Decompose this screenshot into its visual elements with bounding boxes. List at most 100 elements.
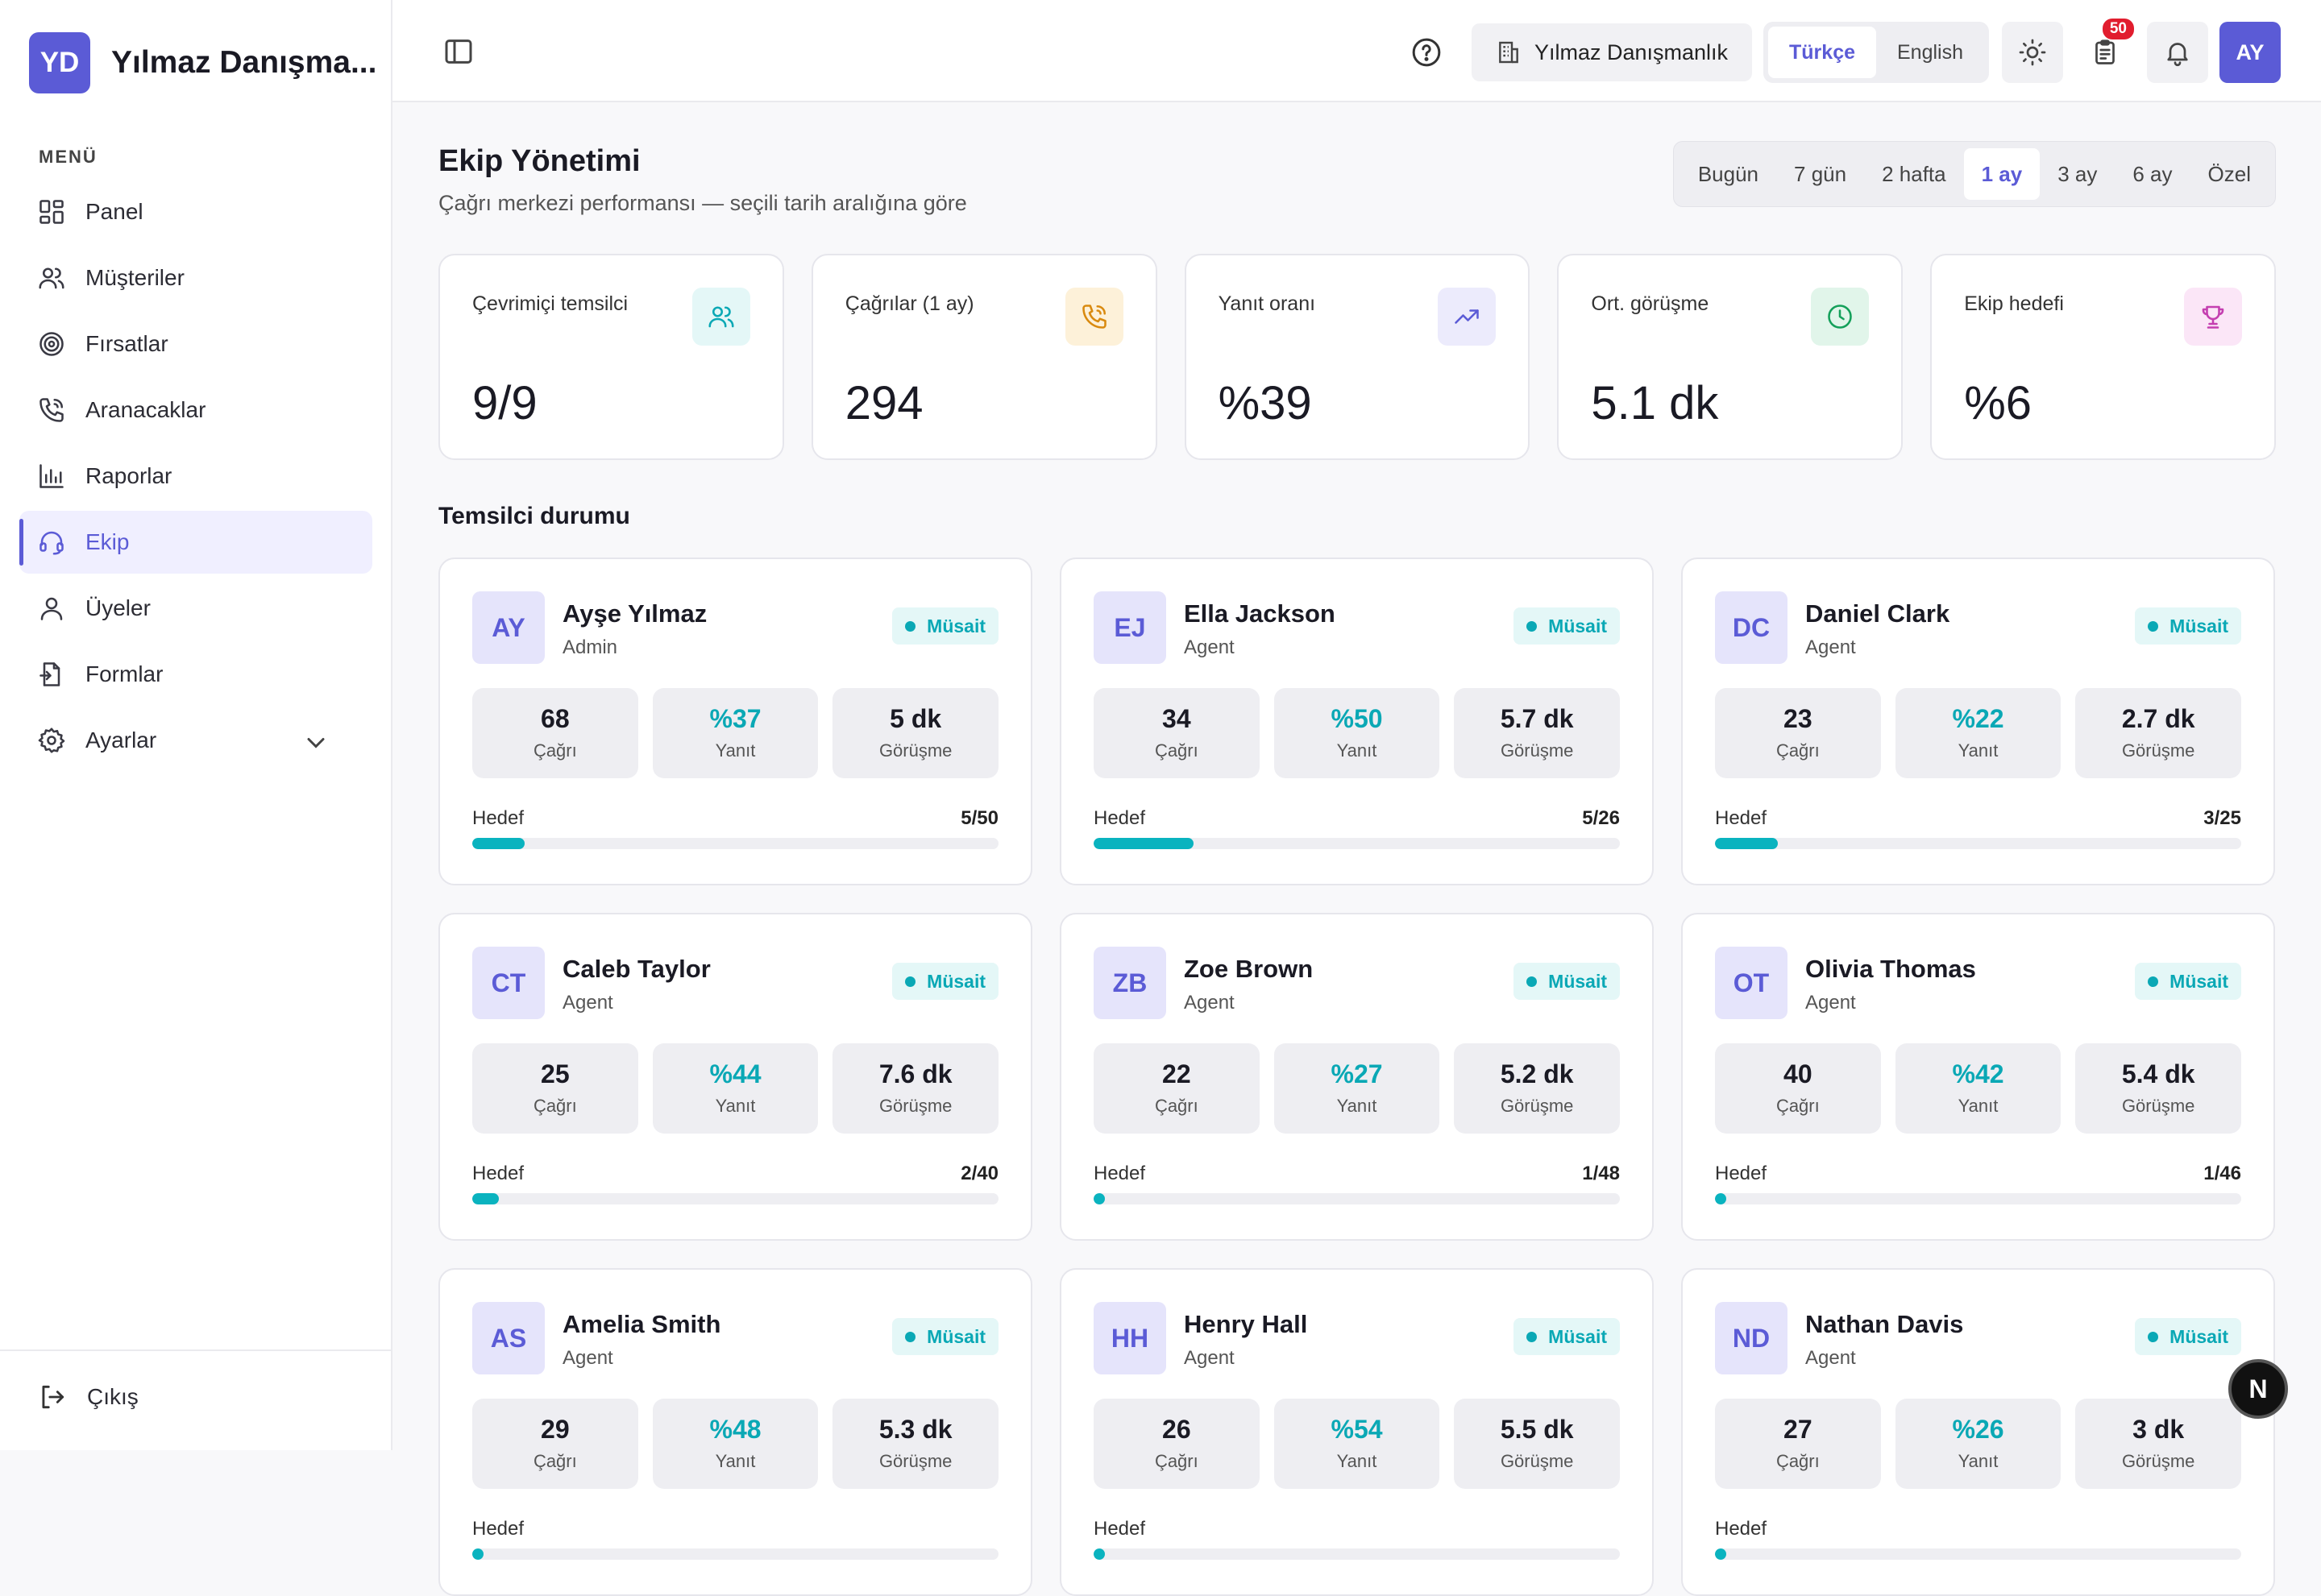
user-avatar[interactable]: AY — [2219, 22, 2281, 83]
sidebar-item-formlar[interactable]: Formlar — [19, 643, 372, 706]
agent-name: Amelia Smith — [563, 1310, 721, 1338]
metric-value: %26 — [1952, 1415, 2004, 1444]
clock-icon — [1828, 305, 1852, 329]
chevron-down-icon[interactable] — [301, 728, 330, 757]
tasks-button[interactable]: 50 — [2074, 19, 2136, 83]
metric-value: %48 — [709, 1415, 762, 1444]
agent-role: Agent — [1805, 1347, 1856, 1369]
goal-label: Hedef — [1094, 807, 1146, 829]
metric-value: 26 — [1162, 1415, 1191, 1444]
agent-grid: AY Ayşe Yılmaz Admin Müsait 68 Çağrı %37 Y… — [438, 558, 2276, 1596]
metric-value: %50 — [1331, 704, 1383, 733]
metric-value: 7.6 dk — [878, 1059, 953, 1088]
agent-card[interactable]: OT Olivia Thomas Agent Müsait 40 Çağrı %4… — [1681, 913, 2275, 1241]
status-dot-icon — [2148, 976, 2159, 987]
range-option[interactable]: 6 ay — [2132, 161, 2173, 186]
sidebar-item-fırsatlar[interactable]: Fırsatlar — [19, 313, 372, 375]
language-option[interactable]: English — [1897, 40, 1963, 64]
goal-value: 2/40 — [961, 1163, 999, 1184]
range-option[interactable]: Özel — [2207, 161, 2251, 186]
notifications-button[interactable] — [2147, 22, 2208, 83]
goal-progress-bar — [472, 1548, 999, 1560]
sidebar-item-aranacaklar[interactable]: Aranacaklar — [19, 379, 372, 441]
agent-card[interactable]: EJ Ella Jackson Agent Müsait 34 Çağrı %50… — [1060, 558, 1654, 885]
organization-button[interactable]: Yılmaz Danışmanlık — [1471, 23, 1753, 81]
metric-value: 40 — [1783, 1059, 1812, 1088]
brand[interactable]: YD Yılmaz Danışma... — [29, 32, 376, 93]
agent-metrics: 29 Çağrı %48 Yanıt 5.3 dk Görüşme — [472, 1399, 999, 1489]
sidebar-item-ekip[interactable]: Ekip — [19, 511, 372, 574]
sidebar-item-panel[interactable]: Panel — [19, 180, 372, 243]
sidebar-item-label: Panel — [85, 199, 143, 224]
goal-progress-bar — [472, 838, 999, 849]
metric-calls: 26 Çağrı — [1094, 1399, 1260, 1489]
agent-role: Agent — [1184, 1347, 1235, 1369]
agent-name: Nathan Davis — [1805, 1310, 1964, 1338]
goal-label: Hedef — [472, 1163, 525, 1184]
metric-answer: %44 Yanıt — [652, 1043, 819, 1134]
agent-metrics: 68 Çağrı %37 Yanıt 5 dk Görüşme — [472, 688, 999, 778]
agent-card[interactable]: AY Ayşe Yılmaz Admin Müsait 68 Çağrı %37 Y… — [438, 558, 1032, 885]
metric-value: 22 — [1162, 1059, 1191, 1088]
organization-name: Yılmaz Danışmanlık — [1534, 39, 1729, 64]
agent-card[interactable]: HH Henry Hall Agent Müsait 26 Çağrı %54 Ya… — [1060, 1268, 1654, 1596]
goal-progress-fill — [1094, 1548, 1105, 1560]
goal-progress-bar — [1715, 1548, 2241, 1560]
stat-label: Ekip hedefi — [1964, 292, 2064, 315]
floating-action-button[interactable]: N — [2228, 1359, 2288, 1419]
sidebar-item-ayarlar[interactable]: Ayarlar — [19, 709, 372, 772]
metric-value: 23 — [1783, 704, 1812, 733]
clipboard-icon — [2095, 39, 2115, 64]
range-option[interactable]: 1 ay — [1963, 148, 2041, 200]
agent-avatar: DC — [1715, 591, 1787, 664]
goal-value: 1/46 — [2203, 1163, 2241, 1184]
goal-progress-bar — [472, 1193, 999, 1204]
range-option[interactable]: Bugün — [1697, 161, 1759, 186]
help-icon[interactable] — [1410, 36, 1443, 68]
metric-talk: 5.3 dk Görüşme — [832, 1399, 999, 1489]
metric-label: Çağrı — [1775, 1451, 1820, 1471]
metric-value: 25 — [541, 1059, 570, 1088]
metric-value: 34 — [1162, 704, 1191, 733]
logout-button[interactable]: Çıkış — [37, 1382, 139, 1412]
metric-label: Yanıt — [1336, 1096, 1377, 1116]
metric-talk: 5.4 dk Görüşme — [2075, 1043, 2242, 1134]
metric-value: %22 — [1952, 704, 2004, 733]
agent-card[interactable]: CT Caleb Taylor Agent Müsait 25 Çağrı %44… — [438, 913, 1032, 1241]
language-option[interactable]: Türkçe — [1768, 27, 1876, 78]
stat-icon-box — [2183, 288, 2242, 346]
metric-label: Yanıt — [715, 740, 756, 761]
agent-card[interactable]: ND Nathan Davis Agent Müsait 27 Çağrı %26… — [1681, 1268, 2275, 1596]
range-option[interactable]: 2 hafta — [1882, 161, 1946, 186]
theme-toggle-button[interactable] — [2002, 22, 2063, 83]
sidebar-item-üyeler[interactable]: Üyeler — [19, 577, 372, 640]
range-option[interactable]: 7 gün — [1794, 161, 1847, 186]
stat-value: %6 — [1964, 377, 2032, 429]
agent-role: Agent — [563, 1347, 613, 1369]
metric-calls: 22 Çağrı — [1094, 1043, 1260, 1134]
agent-name: Zoe Brown — [1184, 955, 1314, 983]
sidebar-item-müşteriler[interactable]: Müşteriler — [19, 247, 372, 309]
metric-value: %42 — [1952, 1059, 2004, 1088]
metric-answer: %48 Yanıt — [652, 1399, 819, 1489]
agent-card[interactable]: AS Amelia Smith Agent Müsait 29 Çağrı %48… — [438, 1268, 1032, 1596]
metric-label: Görüşme — [878, 740, 953, 761]
metric-answer: %26 Yanıt — [1895, 1399, 2061, 1489]
sidebar-toggle-icon[interactable] — [442, 35, 475, 68]
status-label: Müsait — [1548, 615, 1607, 636]
agent-card[interactable]: ZB Zoe Brown Agent Müsait 22 Çağrı %27 Yan… — [1060, 913, 1654, 1241]
range-option[interactable]: 3 ay — [2057, 161, 2098, 186]
sidebar-item-raporlar[interactable]: Raporlar — [19, 445, 372, 508]
metric-calls: 25 Çağrı — [472, 1043, 638, 1134]
form-icon — [39, 662, 60, 686]
metric-value: 5.2 dk — [1500, 1059, 1574, 1088]
agent-metrics: 26 Çağrı %54 Yanıt 5.5 dk Görüşme — [1094, 1399, 1621, 1489]
metric-talk: 5.5 dk Görüşme — [1454, 1399, 1621, 1489]
dashboard-icon — [39, 200, 64, 224]
metric-answer: %42 Yanıt — [1895, 1043, 2061, 1134]
status-dot-icon — [1526, 620, 1538, 632]
agent-card[interactable]: DC Daniel Clark Agent Müsait 23 Çağrı %22… — [1681, 558, 2275, 885]
metric-label: Çağrı — [533, 740, 577, 761]
stat-label: Çevrimiçi temsilci — [472, 292, 629, 315]
agent-avatar: ZB — [1094, 947, 1166, 1019]
